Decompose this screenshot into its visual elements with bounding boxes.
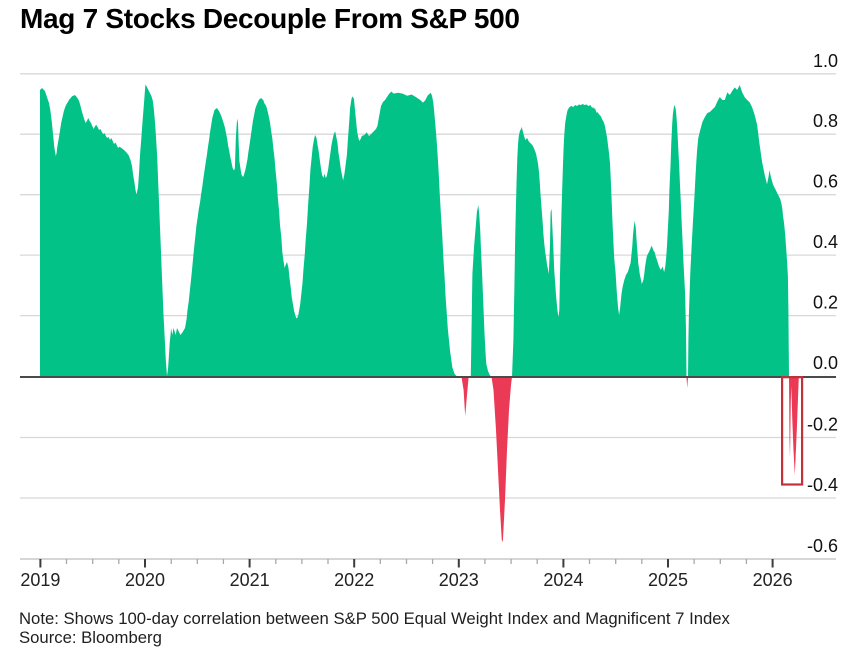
svg-text:2025: 2025: [648, 570, 688, 590]
svg-text:0.4: 0.4: [813, 232, 838, 252]
svg-text:0.0: 0.0: [813, 353, 838, 373]
svg-text:2024: 2024: [543, 570, 583, 590]
svg-text:2022: 2022: [334, 570, 374, 590]
svg-text:-0.2: -0.2: [807, 415, 838, 435]
svg-text:-0.4: -0.4: [807, 475, 838, 495]
svg-text:2023: 2023: [439, 570, 479, 590]
svg-text:2026: 2026: [753, 570, 793, 590]
svg-text:0.8: 0.8: [813, 111, 838, 131]
svg-text:-0.6: -0.6: [807, 536, 838, 556]
svg-text:2021: 2021: [230, 570, 270, 590]
svg-text:1.0: 1.0: [813, 51, 838, 71]
svg-text:0.6: 0.6: [813, 172, 838, 192]
svg-text:Note: Shows 100-day correlatio: Note: Shows 100-day correlation between …: [19, 609, 731, 628]
svg-text:0.2: 0.2: [813, 293, 838, 313]
svg-text:2019: 2019: [20, 570, 60, 590]
svg-text:Source: Bloomberg: Source: Bloomberg: [19, 628, 162, 647]
svg-text:Mag 7 Stocks Decouple From S&P: Mag 7 Stocks Decouple From S&P 500: [20, 3, 520, 34]
svg-text:2020: 2020: [125, 570, 165, 590]
